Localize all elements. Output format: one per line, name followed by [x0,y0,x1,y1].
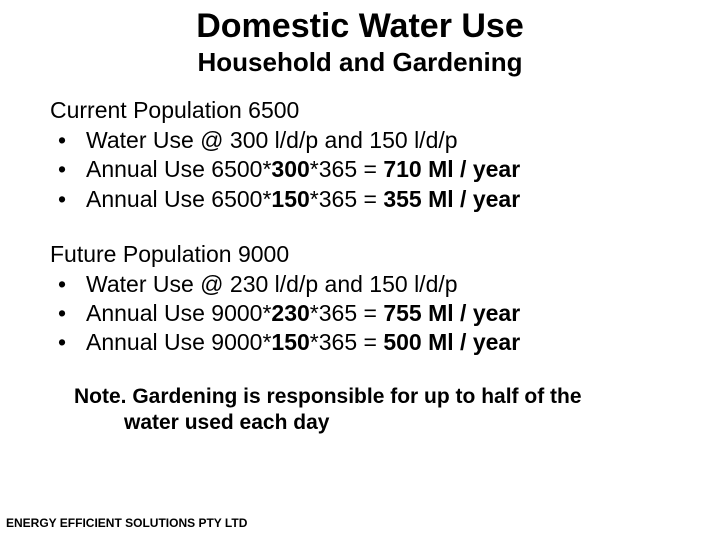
bullet-text-pre: Annual Use 6500* [86,186,271,212]
slide-title: Domestic Water Use [0,8,720,45]
slide-body: Current Population 6500 •Water Use @ 300… [0,78,720,436]
bullet-item: •Annual Use 9000*150*365 = 500 Ml / year [50,328,670,357]
bullet-item: •Annual Use 9000*230*365 = 755 Ml / year [50,299,670,328]
bullet-item: •Annual Use 6500*150*365 = 355 Ml / year [50,185,670,214]
bullet-text-mid: *365 = [310,156,384,182]
note-line1: Note. Gardening is responsible for up to… [50,384,670,410]
bullet-text-result: 710 Ml / year [383,156,520,182]
bullet-text-result: 355 Ml / year [383,186,520,212]
bullet-text-pre: Annual Use 9000* [86,300,271,326]
bullet-item: •Annual Use 6500*300*365 = 710 Ml / year [50,155,670,184]
bullet-item: •Water Use @ 300 l/d/p and 150 l/d/p [50,126,670,155]
slide-subtitle: Household and Gardening [0,47,720,78]
bullet-text-result: 500 Ml / year [383,329,520,355]
bullet-text-mid: *365 = [310,329,384,355]
bullet-text-bold: 230 [271,300,309,326]
bullet-text-result: 755 Ml / year [383,300,520,326]
section-future: Future Population 9000 •Water Use @ 230 … [50,240,670,358]
section-current-head: Current Population 6500 [50,96,670,125]
bullet-text-mid: *365 = [310,300,384,326]
section-future-head: Future Population 9000 [50,240,670,269]
bullet-text-pre: Annual Use 6500* [86,156,271,182]
footer-text: ENERGY EFFICIENT SOLUTIONS PTY LTD [6,516,247,530]
bullet-text-bold: 300 [271,156,309,182]
bullet-text-bold: 150 [271,329,309,355]
note-line2: water used each day [50,410,670,436]
bullet-text-pre: Annual Use 9000* [86,329,271,355]
section-current: Current Population 6500 •Water Use @ 300… [50,96,670,214]
bullet-text: Water Use @ 300 l/d/p and 150 l/d/p [86,127,458,153]
bullet-text-bold: 150 [271,186,309,212]
bullet-text-mid: *365 = [310,186,384,212]
bullet-text: Water Use @ 230 l/d/p and 150 l/d/p [86,271,458,297]
bullet-item: •Water Use @ 230 l/d/p and 150 l/d/p [50,270,670,299]
